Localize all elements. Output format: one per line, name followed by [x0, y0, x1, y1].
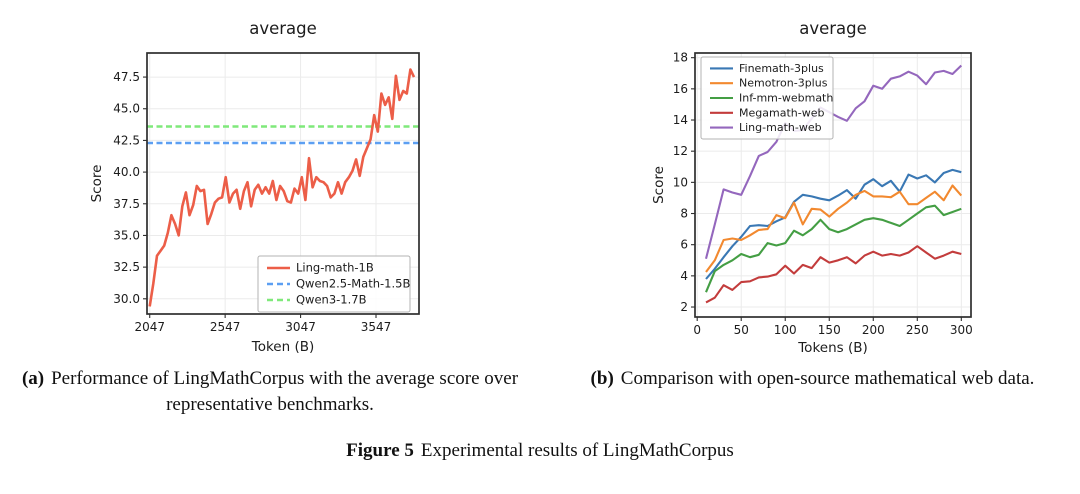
x-tick-label: 100 — [774, 323, 797, 337]
x-tick-label: 2547 — [210, 320, 241, 334]
series-line-Finemath-3plus — [705, 168, 962, 280]
x-tick-label: 150 — [818, 323, 841, 337]
plot-border — [694, 52, 972, 318]
y-tick-label: 32.5 — [113, 260, 140, 274]
y-tick-label: 30.0 — [113, 292, 140, 306]
series-lines — [704, 64, 963, 304]
chart-b-canvas: 0 50 100 150 200 250 300 2 4 6 8 10 12 14 16 18 average T… — [651, 19, 973, 356]
legend-label-Megamath-web: Megamath-web — [739, 106, 824, 119]
series-line-Inf-mm-webmath — [705, 204, 962, 293]
y-tick-label: 2 — [680, 300, 688, 314]
y-tick-label: 12 — [673, 144, 688, 158]
y-tick-label: 8 — [680, 207, 688, 221]
chart-title: average — [799, 19, 867, 38]
x-tick-label: 3047 — [285, 320, 316, 334]
x-tick-label: 3547 — [361, 320, 392, 334]
x-axis-label: Token (B) — [251, 339, 315, 355]
legend-label-Qwen3-1.7B: Qwen3-1.7B — [296, 293, 367, 307]
y-axis: 30.0 32.5 35.0 37.5 40.0 42.5 45.0 47.5 — [113, 70, 147, 306]
y-tick-label: 4 — [680, 269, 688, 283]
caption-a-text: Performance of LingMathCorpus with the a… — [51, 368, 519, 415]
y-tick-label: 16 — [673, 82, 688, 96]
y-tick-label: 10 — [673, 175, 688, 189]
y-tick-label: 18 — [673, 51, 688, 65]
series-line-Ling-math-1B — [148, 68, 416, 307]
y-axis: 2 4 6 8 10 12 14 16 18 — [673, 51, 695, 314]
legend-label-Finemath-3plus: Finemath-3plus — [739, 62, 824, 75]
x-axis: 0 50 100 150 200 250 300 — [693, 317, 973, 337]
caption-a: (a) Performance of LingMathCorpus with th… — [14, 366, 526, 417]
x-tick-label: 250 — [906, 323, 929, 337]
legend-label-Ling-math-web: Ling-math-web — [739, 121, 822, 134]
legend-label-Ling-math-1B: Ling-math-1B — [296, 261, 374, 275]
y-tick-label: 37.5 — [113, 197, 140, 211]
figure-caption: Figure 5 Experimental results of LingMath… — [0, 440, 1080, 462]
figure-caption-text: Experimental results of LingMathCorpus — [420, 440, 734, 461]
chart-title: average — [249, 19, 317, 38]
series-line-Nemotron-3plus — [705, 184, 963, 273]
x-tick-label: 200 — [862, 323, 885, 337]
y-tick-label: 6 — [680, 238, 688, 252]
x-tick-label: 50 — [734, 323, 749, 337]
x-axis: 2047 2547 3047 3547 — [134, 314, 391, 334]
legend-label-Inf-mm-webmath: Inf-mm-webmath — [739, 92, 833, 105]
series-line-Ling-math-web — [704, 64, 963, 259]
x-tick-label: 0 — [693, 323, 701, 337]
plot-border — [146, 52, 420, 315]
legend-box — [700, 56, 834, 140]
legend: Finemath-3plus Nemotron-3plus Inf-mm-webma… — [700, 56, 834, 140]
x-tick-label: 2047 — [134, 320, 165, 334]
y-tick-label: 40.0 — [113, 165, 140, 179]
legend-label-Nemotron-3plus: Nemotron-3plus — [739, 77, 828, 90]
series-lines — [147, 68, 419, 307]
caption-a-label: (a) — [21, 368, 45, 389]
y-tick-label: 14 — [673, 113, 688, 127]
caption-b-label: (b) — [590, 368, 614, 389]
y-tick-label: 35.0 — [113, 228, 140, 242]
y-axis-label: Score — [651, 166, 667, 204]
x-tick-label: 300 — [950, 323, 973, 337]
series-line-Megamath-web — [705, 245, 962, 304]
legend: Ling-math-1B Qwen2.5-Math-1.5B Qwen3-1.7B — [257, 255, 411, 313]
figure-caption-label: Figure 5 — [346, 440, 414, 461]
x-axis-label: Tokens (B) — [797, 340, 868, 356]
chart-a-canvas: 2047 2547 3047 3547 30.0 32.5 35.0 37.5 40.0 42.5… — [89, 19, 420, 355]
caption-b-text: Comparison with open-source mathematical… — [620, 368, 1035, 389]
legend-box — [257, 255, 411, 313]
y-tick-label: 47.5 — [113, 70, 140, 84]
legend-label-Qwen2.5-Math-1.5B: Qwen2.5-Math-1.5B — [296, 277, 410, 291]
caption-b: (b) Comparison with open-source mathemati… — [560, 366, 1065, 392]
y-tick-label: 45.0 — [113, 102, 140, 116]
y-tick-label: 42.5 — [113, 133, 140, 147]
y-axis-label: Score — [89, 165, 105, 203]
